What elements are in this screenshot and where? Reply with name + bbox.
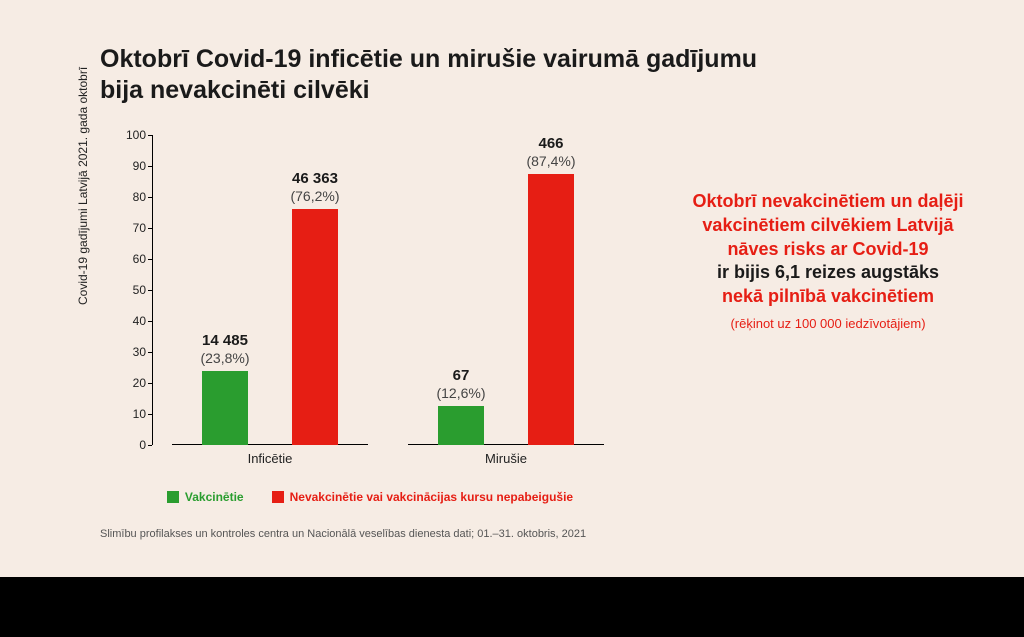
infographic-page: Oktobrī Covid-19 inficētie un mirušie va…	[0, 0, 1024, 637]
source-note: Slimību profilakses un kontroles centra …	[100, 528, 586, 540]
callout-line1: Oktobrī nevakcinētiem un daļēji vakcinēt…	[678, 190, 978, 261]
y-tick-mark	[148, 414, 152, 415]
legend-label-unvaccinated: Nevakcinētie vai vakcinācijas kursu nepa…	[290, 490, 573, 504]
y-tick-mark	[148, 383, 152, 384]
chart-group: 14 485(23,8%)46 363(76,2%)Inficētie	[172, 135, 368, 445]
bar-value-label: 46 363(76,2%)	[245, 170, 385, 209]
legend-swatch-unvaccinated	[272, 491, 284, 503]
y-tick-mark	[148, 228, 152, 229]
chart-legend: Vakcinētie Nevakcinētie vai vakcinācijas…	[100, 490, 640, 504]
legend-item-vaccinated: Vakcinētie	[167, 490, 244, 504]
chart-group: 67(12,6%)466(87,4%)Mirušie	[408, 135, 604, 445]
bottom-black-bar	[0, 577, 1024, 637]
chart-bar: 14 485(23,8%)	[202, 371, 248, 445]
chart-bar: 67(12,6%)	[438, 406, 484, 445]
callout-line2: ir bijis 6,1 reizes augstāks	[678, 261, 978, 285]
chart-bar: 46 363(76,2%)	[292, 209, 338, 445]
legend-item-unvaccinated: Nevakcinētie vai vakcinācijas kursu nepa…	[272, 490, 573, 504]
y-tick-mark	[148, 352, 152, 353]
bar-value-label: 67(12,6%)	[391, 367, 531, 406]
y-tick-mark	[148, 166, 152, 167]
callout-line3: nekā pilnībā vakcinētiem	[678, 285, 978, 309]
bar-value-label: 466(87,4%)	[481, 135, 621, 174]
y-tick-mark	[148, 259, 152, 260]
legend-label-vaccinated: Vakcinētie	[185, 490, 244, 504]
y-tick-mark	[148, 197, 152, 198]
callout-text: Oktobrī nevakcinētiem un daļēji vakcinēt…	[678, 190, 978, 332]
y-tick-mark	[148, 445, 152, 446]
y-axis-line	[152, 135, 153, 445]
chart-plot: 010203040506070809010014 485(23,8%)46 36…	[152, 135, 612, 445]
page-title: Oktobrī Covid-19 inficētie un mirušie va…	[100, 44, 800, 107]
bar-value-label: 14 485(23,8%)	[155, 332, 295, 371]
y-axis-label: Covid-19 gadījumi Latvijā 2021. gada okt…	[76, 67, 90, 305]
x-axis-category-label: Mirušie	[408, 451, 604, 466]
chart-bar: 466(87,4%)	[528, 174, 574, 445]
y-tick-mark	[148, 135, 152, 136]
y-tick-mark	[148, 321, 152, 322]
chart-region: Covid-19 gadījumi Latvijā 2021. gada okt…	[100, 125, 640, 495]
x-axis-category-label: Inficētie	[172, 451, 368, 466]
y-tick-mark	[148, 290, 152, 291]
callout-line4: (rēķinot uz 100 000 iedzīvotājiem)	[678, 315, 978, 332]
legend-swatch-vaccinated	[167, 491, 179, 503]
